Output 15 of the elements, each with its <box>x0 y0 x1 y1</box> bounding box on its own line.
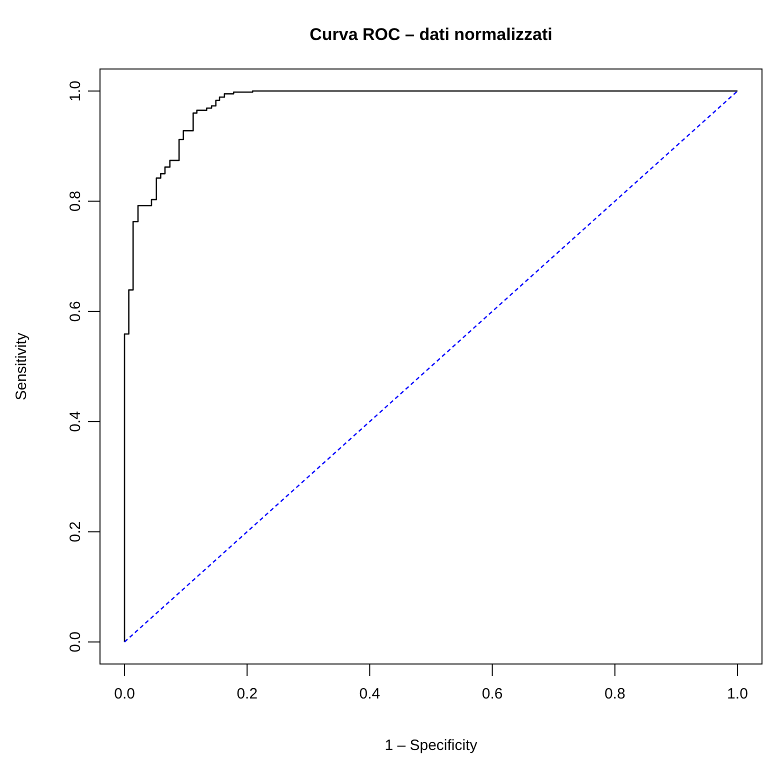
y-axis-title: Sensitivity <box>13 332 30 400</box>
y-tick-label: 0.6 <box>66 300 84 322</box>
x-tick-label: 0.6 <box>482 686 503 703</box>
x-tick-label: 1.0 <box>727 686 748 703</box>
x-tick-label: 0.2 <box>236 686 258 703</box>
y-tick-label: 0.4 <box>66 411 84 432</box>
y-tick-label: 0.8 <box>66 190 84 212</box>
x-tick-label: 0.4 <box>359 686 380 703</box>
x-tick-label: 0.8 <box>604 686 626 703</box>
x-tick-label: 0.0 <box>114 686 135 703</box>
y-tick-label: 1.0 <box>66 80 84 102</box>
y-tick-label: 0.2 <box>66 521 84 542</box>
x-axis-title: 1 – Specificity <box>384 737 478 754</box>
y-tick-label: 0.0 <box>66 632 84 652</box>
chart-title: Curva ROC – dati normalizzati <box>310 25 552 44</box>
